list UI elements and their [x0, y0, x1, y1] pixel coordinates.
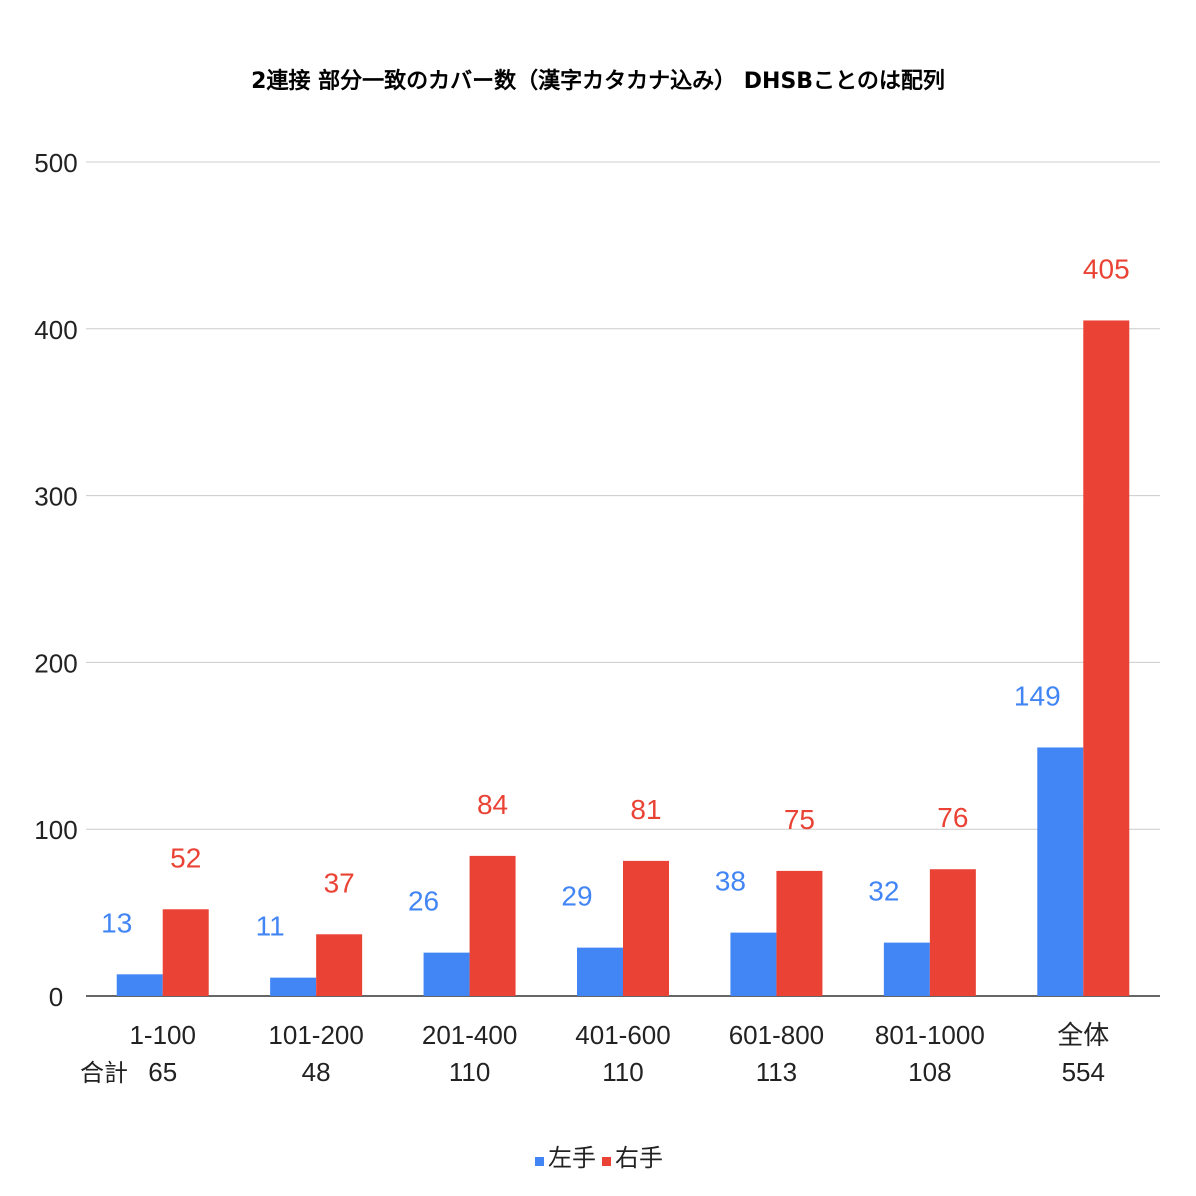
- total-value: 113: [756, 1057, 797, 1087]
- data-label: 26: [408, 886, 439, 917]
- data-labels: 13 52 11 37 26 84 29 81 38 75 32 76 149 405: [101, 253, 1130, 941]
- bar: [929, 869, 976, 996]
- data-label: 405: [1083, 253, 1130, 284]
- bar: [116, 974, 163, 996]
- data-label: 76: [937, 802, 968, 833]
- bar: [270, 977, 317, 996]
- x-tick-label: 801-1000: [875, 1020, 985, 1050]
- x-tick-label: 1-100: [129, 1020, 196, 1050]
- data-label: 32: [868, 876, 899, 907]
- x-tick-label: 101-200: [268, 1020, 363, 1050]
- legend-label: 左手: [548, 1144, 596, 1172]
- bar: [623, 860, 669, 996]
- bar: [1083, 320, 1130, 997]
- total-value: 110: [602, 1057, 643, 1087]
- data-label: 29: [561, 881, 592, 912]
- x-tick-label: 全体: [1057, 1020, 1109, 1050]
- y-tick-label: 400: [34, 315, 77, 345]
- data-label: 11: [256, 911, 285, 942]
- data-label: 37: [324, 867, 355, 898]
- x-axis-labels: 1-100 65 101-200 48 201-400 110 401-600 110 601-…: [129, 1020, 1109, 1087]
- data-label: 149: [1014, 680, 1061, 711]
- y-axis-ticks: 0 100 200 300 400 500: [34, 148, 77, 1012]
- legend-swatch: [535, 1157, 544, 1166]
- total-value: 65: [148, 1057, 177, 1087]
- x-tick-label: 601-800: [729, 1020, 824, 1050]
- bar: [469, 855, 516, 996]
- data-label: 52: [170, 842, 201, 873]
- total-value: 48: [302, 1057, 331, 1087]
- bar: [162, 909, 209, 996]
- y-tick-label: 300: [34, 482, 77, 512]
- y-tick-label: 0: [49, 982, 63, 1012]
- data-label: 38: [715, 866, 746, 897]
- data-label: 13: [101, 907, 132, 938]
- data-label: 81: [630, 794, 661, 825]
- bar: [1037, 747, 1084, 996]
- gridlines: [86, 161, 1160, 997]
- legend-swatch: [602, 1157, 611, 1166]
- data-label: 75: [784, 804, 815, 835]
- bar: [577, 947, 623, 996]
- y-tick-label: 100: [34, 815, 77, 845]
- total-value: 108: [908, 1057, 951, 1087]
- legend-label: 右手: [615, 1144, 663, 1172]
- total-value: 110: [449, 1057, 490, 1087]
- y-tick-label: 500: [34, 148, 77, 178]
- data-label: 84: [477, 789, 508, 820]
- x-tick-label: 201-400: [422, 1020, 517, 1050]
- bar: [316, 934, 363, 996]
- bar: [423, 952, 470, 996]
- bar: [883, 942, 930, 996]
- legend: 左手 右手: [535, 1144, 663, 1172]
- x-tick-label: 401-600: [575, 1020, 670, 1050]
- total-value: 554: [1062, 1057, 1105, 1087]
- bar: [730, 932, 777, 996]
- bars: [116, 320, 1130, 997]
- chart-title: 2連接 部分一致のカバー数（漢字カタカナ込み） DHSBことのは配列: [251, 68, 945, 94]
- bar: [776, 870, 823, 996]
- totals-label: 合計: [80, 1059, 128, 1087]
- y-tick-label: 200: [34, 648, 77, 678]
